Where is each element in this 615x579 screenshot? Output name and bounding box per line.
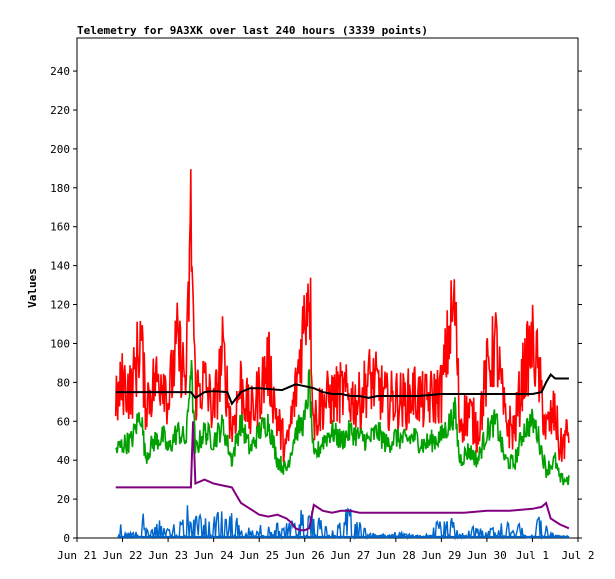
series-layer bbox=[114, 169, 570, 541]
series-line-0 bbox=[114, 169, 570, 462]
x-tick-label: Jun 28 bbox=[376, 549, 416, 562]
series-line-1 bbox=[115, 359, 570, 486]
series-line-3 bbox=[115, 421, 570, 532]
y-tick-label: 160 bbox=[50, 221, 70, 234]
y-tick-label: 40 bbox=[57, 454, 70, 467]
x-tick-label: Jun 25 bbox=[239, 549, 279, 562]
x-tick-label: Jun 21 bbox=[57, 549, 97, 562]
x-tick-label: Jun 24 bbox=[194, 549, 234, 562]
y-tick-label: 0 bbox=[63, 532, 70, 545]
plot-frame bbox=[76, 37, 579, 539]
y-tick-label: 220 bbox=[50, 104, 70, 117]
x-tick-label: Jun 30 bbox=[467, 549, 507, 562]
y-tick-label: 180 bbox=[50, 182, 70, 195]
y-tick-label: 20 bbox=[57, 493, 70, 506]
chart-title: Telemetry for 9A3XK over last 240 hours … bbox=[77, 24, 428, 37]
x-tick-label: Jun 23 bbox=[148, 549, 188, 562]
series-line-2 bbox=[115, 373, 569, 406]
x-axis: Jun 21 Jun 22 Jun 23 Jun 24 Jun 25 Jun 26 Jun … bbox=[57, 538, 595, 562]
y-tick-label: 140 bbox=[50, 260, 70, 273]
x-tick-label: Jun 22 bbox=[103, 549, 143, 562]
y-tick-label: 240 bbox=[50, 65, 70, 78]
y-tick-label: 80 bbox=[57, 376, 70, 389]
x-tick-label: Jun 27 bbox=[330, 549, 370, 562]
y-axis: 0 20 40 60 80 100 120 140 160 180 200 220 240 bbox=[50, 65, 582, 545]
x-tick-label: Jun 29 bbox=[421, 549, 461, 562]
x-tick-label: Jul 2 bbox=[561, 549, 594, 562]
y-tick-label: 60 bbox=[57, 415, 70, 428]
y-axis-label: Values bbox=[26, 268, 39, 308]
x-tick-label: Jun 26 bbox=[285, 549, 325, 562]
y-tick-label: 200 bbox=[50, 143, 70, 156]
y-tick-label: 100 bbox=[50, 337, 70, 350]
y-tick-label: 120 bbox=[50, 299, 70, 312]
x-tick-label: Jul 1 bbox=[516, 549, 549, 562]
